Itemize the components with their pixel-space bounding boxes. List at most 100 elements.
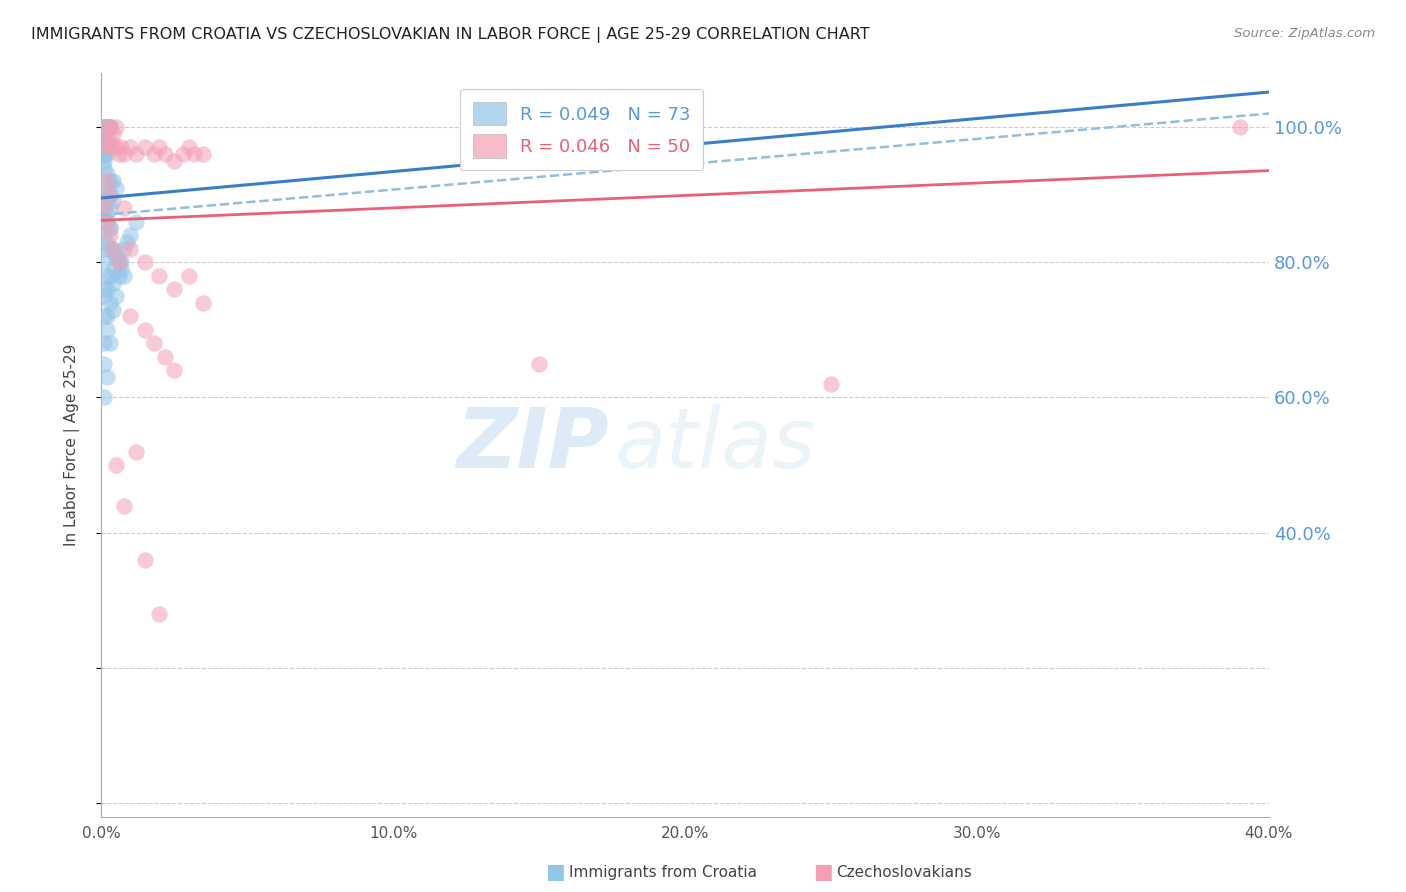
Point bbox=[98, 134, 121, 148]
Point bbox=[148, 268, 170, 283]
Point bbox=[98, 242, 121, 256]
Point bbox=[101, 302, 124, 317]
Text: ■: ■ bbox=[546, 863, 565, 882]
Point bbox=[96, 215, 118, 229]
Point bbox=[104, 140, 127, 154]
Point bbox=[125, 215, 148, 229]
Point bbox=[96, 370, 118, 384]
Point bbox=[96, 208, 118, 222]
Point bbox=[93, 120, 115, 134]
Point bbox=[93, 120, 115, 134]
Point bbox=[107, 147, 129, 161]
Point bbox=[98, 221, 121, 235]
Point bbox=[101, 140, 124, 154]
Point bbox=[148, 140, 170, 154]
Point bbox=[93, 147, 115, 161]
Point bbox=[134, 552, 156, 566]
Point bbox=[98, 221, 121, 235]
Point bbox=[96, 140, 118, 154]
Point bbox=[120, 242, 142, 256]
Point bbox=[110, 140, 132, 154]
Point bbox=[93, 187, 115, 202]
Point bbox=[98, 228, 121, 243]
Point bbox=[125, 147, 148, 161]
Point bbox=[1229, 120, 1251, 134]
Point bbox=[93, 140, 115, 154]
Point bbox=[98, 295, 121, 310]
Point bbox=[93, 120, 115, 134]
Point bbox=[96, 282, 118, 296]
Text: IMMIGRANTS FROM CROATIA VS CZECHOSLOVAKIAN IN LABOR FORCE | AGE 25-29 CORRELATIO: IMMIGRANTS FROM CROATIA VS CZECHOSLOVAKI… bbox=[31, 27, 869, 43]
Point bbox=[96, 268, 118, 283]
Text: Czechoslovakians: Czechoslovakians bbox=[837, 865, 973, 880]
Point bbox=[93, 134, 115, 148]
Point bbox=[120, 140, 142, 154]
Point bbox=[101, 174, 124, 188]
Point bbox=[163, 363, 186, 377]
Point bbox=[104, 120, 127, 134]
Point bbox=[110, 262, 132, 277]
Point bbox=[163, 282, 186, 296]
Point bbox=[93, 255, 115, 269]
Point bbox=[104, 181, 127, 195]
Point bbox=[93, 391, 115, 405]
Point bbox=[96, 167, 118, 181]
Point bbox=[101, 262, 124, 277]
Point bbox=[96, 194, 118, 209]
Point bbox=[112, 268, 135, 283]
Legend: R = 0.049   N = 73, R = 0.046   N = 50: R = 0.049 N = 73, R = 0.046 N = 50 bbox=[460, 89, 703, 170]
Point bbox=[125, 444, 148, 458]
Text: ZIP: ZIP bbox=[457, 404, 609, 485]
Point bbox=[93, 134, 115, 148]
Point bbox=[93, 336, 115, 351]
Point bbox=[93, 282, 115, 296]
Point bbox=[93, 289, 115, 303]
Point bbox=[820, 376, 842, 391]
Point bbox=[96, 120, 118, 134]
Point bbox=[104, 289, 127, 303]
Point bbox=[96, 323, 118, 337]
Point bbox=[104, 248, 127, 262]
Point bbox=[134, 255, 156, 269]
Point bbox=[93, 201, 115, 215]
Point bbox=[93, 134, 115, 148]
Point bbox=[120, 228, 142, 243]
Point bbox=[527, 357, 550, 371]
Point bbox=[101, 242, 124, 256]
Y-axis label: In Labor Force | Age 25-29: In Labor Force | Age 25-29 bbox=[65, 343, 80, 546]
Point bbox=[101, 242, 124, 256]
Text: atlas: atlas bbox=[614, 404, 817, 485]
Point bbox=[93, 201, 115, 215]
Point bbox=[96, 235, 118, 249]
Point bbox=[93, 161, 115, 175]
Point bbox=[96, 134, 118, 148]
Point bbox=[104, 458, 127, 472]
Point bbox=[96, 120, 118, 134]
Point bbox=[93, 120, 115, 134]
Point bbox=[93, 228, 115, 243]
Point bbox=[98, 120, 121, 134]
Point bbox=[98, 187, 121, 202]
Point bbox=[134, 323, 156, 337]
Point bbox=[112, 147, 135, 161]
Text: ■: ■ bbox=[813, 863, 832, 882]
Point bbox=[98, 268, 121, 283]
Text: Immigrants from Croatia: Immigrants from Croatia bbox=[569, 865, 758, 880]
Point bbox=[112, 499, 135, 513]
Point bbox=[98, 201, 121, 215]
Text: Source: ZipAtlas.com: Source: ZipAtlas.com bbox=[1234, 27, 1375, 40]
Point bbox=[98, 120, 121, 134]
Point bbox=[148, 607, 170, 621]
Point bbox=[93, 147, 115, 161]
Point bbox=[172, 147, 194, 161]
Point bbox=[142, 336, 165, 351]
Point bbox=[96, 310, 118, 324]
Point bbox=[98, 187, 121, 202]
Point bbox=[134, 140, 156, 154]
Point bbox=[101, 276, 124, 290]
Point bbox=[110, 255, 132, 269]
Point bbox=[155, 350, 177, 364]
Point bbox=[98, 120, 121, 134]
Point bbox=[177, 268, 200, 283]
Point bbox=[101, 194, 124, 209]
